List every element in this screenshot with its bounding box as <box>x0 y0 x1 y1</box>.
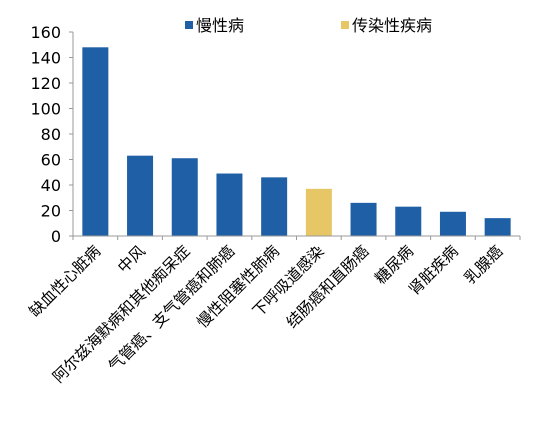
y-tick-label: 40 <box>41 176 61 195</box>
bar-6 <box>305 188 332 236</box>
y-axis: 0 20 40 60 80 100 120 140 160 <box>30 23 74 246</box>
y-tick-label: 0 <box>51 227 61 246</box>
bar-1 <box>82 47 109 236</box>
bar-2 <box>127 155 154 236</box>
bars <box>82 47 511 236</box>
bar-5 <box>261 177 288 236</box>
category-label: 乳腺癌 <box>461 242 507 288</box>
y-tick-label: 100 <box>30 100 61 119</box>
legend-swatch-1 <box>185 21 193 29</box>
x-axis: 缺血性心脏病 中风阿尔兹海默病和其他痴呆症气管癌、支气管癌和肺癌慢性阻塞性肺病下呼… <box>26 235 521 386</box>
category-label: 结肠癌和直肠癌 <box>283 242 372 331</box>
category-label: 缺血性心脏病 <box>26 242 104 320</box>
bar-3 <box>171 158 198 236</box>
y-tick-label: 160 <box>30 23 61 42</box>
legend: 慢性病 传染性疾病 <box>185 16 432 35</box>
category-label: 肾脏疾病 <box>405 242 462 299</box>
y-tick-label: 20 <box>41 202 61 221</box>
bar-9 <box>439 211 466 236</box>
category-label: 中风 <box>114 242 149 277</box>
bar-10 <box>484 218 511 236</box>
y-tick-label: 80 <box>41 125 61 144</box>
legend-swatch-2 <box>341 21 349 29</box>
y-tick-label: 120 <box>30 74 61 93</box>
bar-4 <box>216 173 243 236</box>
bar-8 <box>395 206 422 236</box>
legend-label-1: 慢性病 <box>196 16 244 35</box>
bar-7 <box>350 202 377 236</box>
y-tick-label: 60 <box>41 151 61 170</box>
legend-label-2: 传染性疾病 <box>352 16 432 35</box>
y-tick-label: 140 <box>30 49 61 68</box>
